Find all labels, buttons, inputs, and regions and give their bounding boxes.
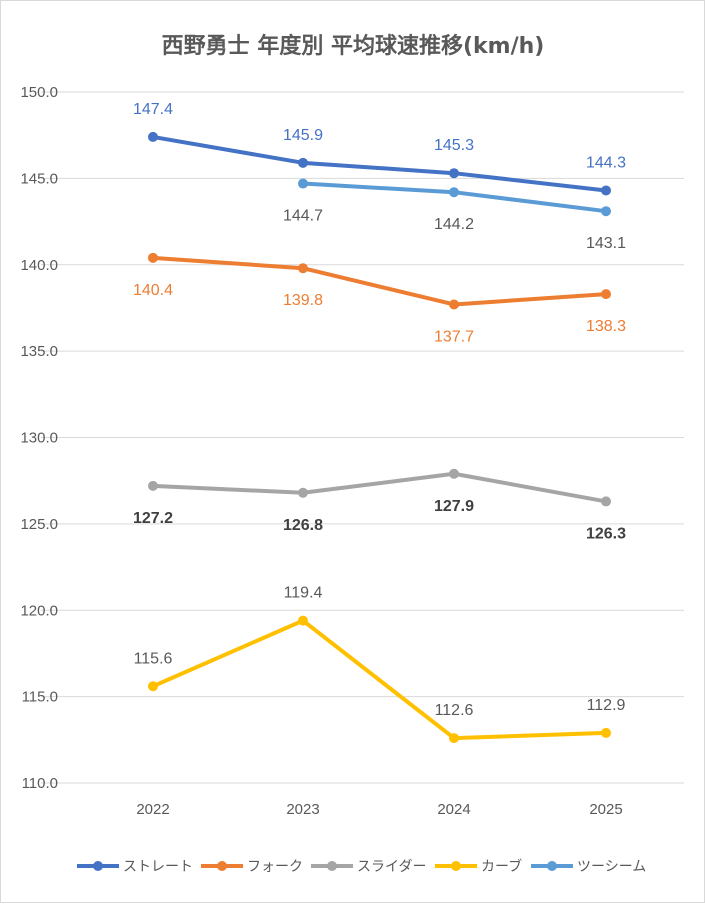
legend-item: スライダー: [311, 859, 426, 875]
data-label: 145.3: [434, 137, 474, 154]
y-tick-label: 130.0: [20, 430, 58, 447]
data-label: 144.7: [283, 208, 323, 225]
series-line: [151, 134, 608, 193]
data-point: [601, 727, 611, 738]
y-tick-label: 115.0: [22, 689, 58, 706]
legend-item: ツーシーム: [531, 859, 646, 875]
data-labels: 147.4 145.9 145.3 144.3 140.4 139.8 137.7 138.3…: [133, 101, 626, 719]
data-point: [298, 178, 308, 189]
data-label: 147.4: [133, 101, 173, 118]
data-label: 126.3: [586, 525, 626, 542]
data-label: 119.4: [284, 585, 323, 602]
x-tick-label: 2024: [437, 801, 470, 818]
data-point: [449, 168, 459, 179]
legend-label: フォーク: [247, 859, 303, 875]
x-axis-ticks: 2022 2023 2024 2025: [136, 801, 622, 818]
y-tick-label: 110.0: [22, 775, 58, 792]
series-line: [151, 255, 608, 307]
legend-item: カーブ: [435, 858, 522, 875]
y-tick-label: 140.0: [20, 257, 58, 274]
y-tick-label: 125.0: [20, 516, 58, 533]
data-label: 126.8: [283, 517, 323, 534]
legend-label: ツーシーム: [577, 859, 646, 875]
data-point: [449, 187, 459, 198]
legend: ストレート フォーク スライダー カーブ ツーシーム: [77, 858, 646, 875]
data-point: [449, 468, 459, 479]
y-axis-ticks: 110.0 115.0 120.0 125.0 130.0 135.0 140.0 145.0…: [20, 84, 58, 792]
legend-swatch-marker: [451, 861, 461, 871]
data-label: 115.6: [134, 650, 173, 667]
series-group: [148, 131, 611, 744]
legend-swatch-marker: [547, 861, 557, 871]
legend-item: フォーク: [201, 859, 303, 875]
legend-swatch-marker: [93, 861, 103, 871]
x-tick-label: 2023: [286, 801, 319, 818]
y-tick-label: 145.0: [20, 170, 58, 187]
data-point: [601, 206, 611, 217]
data-label: 145.9: [283, 127, 323, 144]
legend-label: ストレート: [123, 859, 193, 875]
series-line: [151, 618, 608, 741]
x-tick-label: 2025: [589, 801, 622, 818]
data-label: 140.4: [133, 282, 173, 299]
y-tick-label: 135.0: [20, 343, 58, 360]
data-label: 139.8: [283, 292, 323, 309]
legend-label: カーブ: [481, 858, 522, 875]
data-point: [298, 263, 308, 274]
legend-swatch-marker: [217, 861, 227, 871]
data-label: 138.3: [586, 318, 626, 335]
data-point: [449, 299, 459, 310]
data-label: 112.6: [435, 702, 474, 719]
data-label: 144.2: [434, 216, 474, 233]
data-label: 137.7: [434, 328, 474, 345]
legend-swatch-marker: [327, 861, 337, 871]
data-point: [601, 185, 611, 196]
legend-item: ストレート: [77, 859, 193, 875]
y-tick-label: 150.0: [20, 84, 58, 101]
data-point: [449, 733, 459, 744]
data-label: 144.3: [586, 154, 626, 171]
data-point: [148, 480, 158, 491]
data-label: 127.9: [434, 498, 474, 515]
data-label: 112.9: [587, 697, 626, 714]
chart-title: 西野勇士 年度別 平均球速推移(km/h): [162, 33, 545, 59]
data-point: [148, 131, 158, 142]
data-point: [148, 681, 158, 692]
data-point: [298, 615, 308, 626]
data-point: [148, 252, 158, 263]
data-point: [601, 496, 611, 507]
series-line: [151, 471, 608, 504]
data-point: [298, 157, 308, 168]
data-label: 143.1: [586, 235, 626, 252]
legend-label: スライダー: [357, 859, 426, 875]
data-label: 127.2: [133, 510, 173, 527]
data-point: [601, 289, 611, 300]
y-tick-label: 120.0: [20, 602, 58, 619]
grid: [41, 91, 684, 784]
x-tick-label: 2022: [136, 801, 169, 818]
data-point: [298, 487, 308, 498]
